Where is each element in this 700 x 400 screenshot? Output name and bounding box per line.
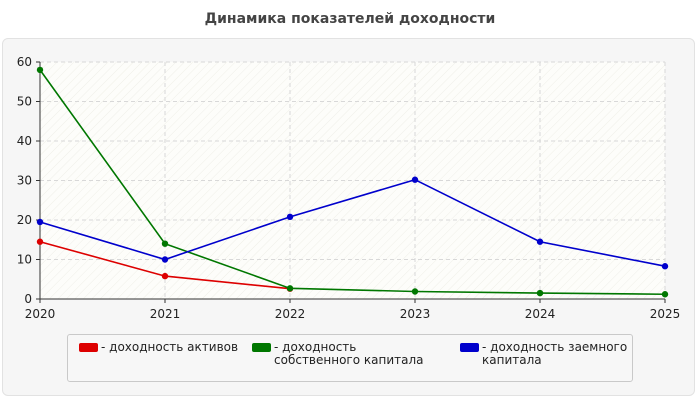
legend-swatch-equity	[252, 343, 271, 352]
y-tick-label: 60	[17, 55, 32, 69]
y-tick-label: 30	[17, 174, 32, 188]
legend-label-debt: - доходность заемного капитала	[482, 340, 628, 367]
data-point-2	[661, 263, 669, 270]
data-point-2	[161, 256, 169, 263]
legend-swatch-assets	[79, 343, 98, 352]
legend-swatch-debt	[460, 343, 479, 352]
y-tick-label: 0	[24, 292, 32, 306]
data-point-1	[36, 66, 44, 74]
data-point-1	[536, 289, 544, 297]
x-tick-label: 2025	[650, 307, 681, 321]
data-point-1	[661, 291, 669, 298]
y-tick-label: 40	[17, 134, 32, 148]
data-point-2	[286, 213, 294, 221]
series-line-2	[39, 178, 666, 268]
y-tick-label: 20	[17, 213, 32, 227]
legend: - доходность активов - доходность собств…	[67, 334, 633, 382]
data-point-2	[411, 176, 419, 183]
data-point-1	[286, 285, 294, 292]
data-point-1	[161, 240, 169, 247]
y-tick-label: 10	[17, 253, 32, 267]
data-point-1	[411, 288, 419, 295]
data-point-2	[36, 218, 44, 226]
data-point-0	[36, 238, 44, 245]
x-tick-label: 2021	[150, 307, 181, 321]
x-tick-label: 2024	[525, 307, 556, 321]
x-tick-label: 2020	[25, 307, 56, 321]
data-point-0	[161, 272, 169, 280]
x-tick-label: 2023	[400, 307, 431, 321]
legend-label-assets: - доходность активов	[101, 340, 239, 354]
data-point-2	[536, 238, 544, 245]
chart-title: Динамика показателей доходности	[204, 11, 496, 27]
x-tick-label: 2022	[275, 307, 306, 321]
legend-label-equity: - доходность собственного капитала	[274, 340, 424, 367]
y-tick-label: 50	[17, 95, 32, 109]
series-line-1	[39, 69, 666, 296]
